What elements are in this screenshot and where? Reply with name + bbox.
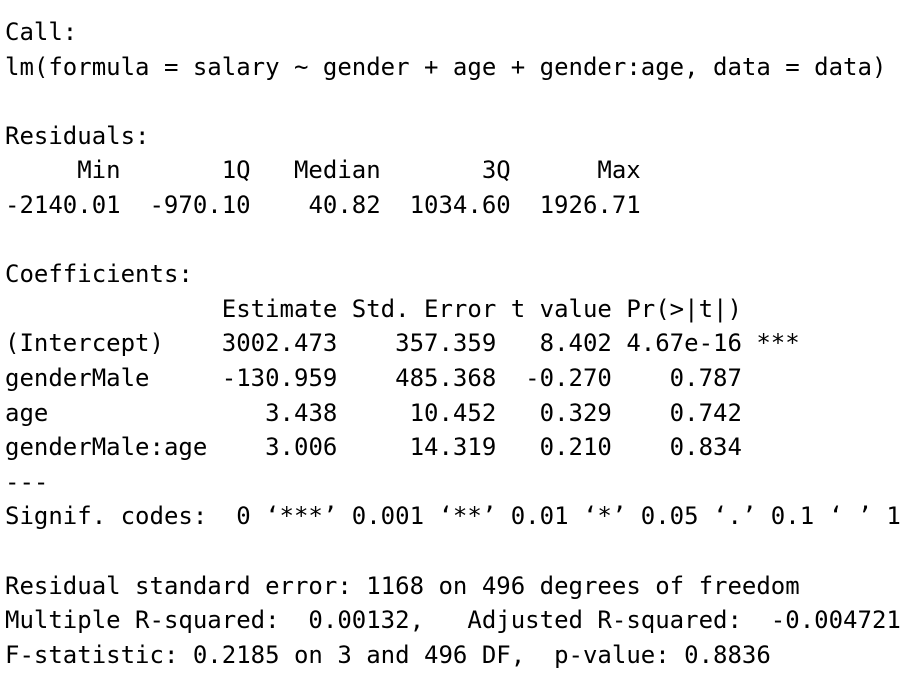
row-name: age — [5, 398, 49, 427]
cell: 0.210 — [539, 433, 612, 462]
summary-line: Multiple R-squared: 0.00132, Adjusted R-… — [5, 606, 901, 635]
cell: -0.270 — [525, 363, 612, 392]
blank-line — [5, 223, 916, 258]
row-name: genderMale:age — [5, 433, 208, 462]
residual-value: -2140.01 — [5, 190, 121, 219]
coefficients-title: Coefficients: — [5, 260, 193, 289]
row-name: genderMale — [5, 363, 150, 392]
signif-codes: Signif. codes: 0 ‘***’ 0.001 ‘**’ 0.01 ‘*… — [5, 499, 916, 534]
residual-value: 40.82 — [308, 190, 381, 219]
residual-header: Min — [77, 156, 121, 185]
summary-line: Multiple R-squared: 0.00132, Adjusted R-… — [5, 603, 916, 638]
summary-line: Residual standard error: 1168 on 496 deg… — [5, 571, 800, 600]
coefficient-row: age 3.438 10.452 0.329 0.742 — [5, 396, 916, 431]
residuals-values: -2140.01 -970.10 40.82 1034.60 1926.71 — [5, 188, 916, 223]
cell: 3002.473 — [221, 329, 338, 358]
separator: --- — [5, 467, 49, 496]
coefficient-row: (Intercept) 3002.473 357.359 8.402 4.67e-16 *… — [5, 326, 916, 361]
residuals-header: Min 1Q Median 3Q Max — [5, 153, 916, 188]
column-header: Std. Error — [351, 294, 497, 323]
residual-header: Median — [293, 156, 381, 185]
signif-stars: *** — [756, 329, 800, 358]
cell: 0.834 — [669, 433, 742, 462]
summary-line: F-statistic: 0.2185 on 3 and 496 DF, p-v… — [5, 638, 916, 673]
cell: 357.359 — [395, 329, 497, 358]
cell: 14.319 — [409, 433, 497, 462]
call-label: Call: — [5, 18, 78, 46]
column-header: Estimate — [221, 294, 338, 323]
signif-codes: 0 ‘***’ 0.001 ‘**’ 0.01 ‘*’ 0.05 ‘.’ 0.1… — [236, 502, 901, 531]
residual-value: -970.10 — [149, 190, 251, 219]
residuals-title: Residuals: — [5, 119, 916, 154]
summary-line: F-statistic: 0.2185 on 3 and 496 DF, p-v… — [5, 640, 771, 669]
cell: 3.006 — [265, 433, 338, 462]
column-header: t value — [510, 294, 612, 323]
column-header: Pr(>|t|) — [626, 294, 742, 323]
cell: 0.787 — [669, 363, 742, 392]
call-formula: lm(formula = salary ~ gender + age + gen… — [5, 50, 916, 85]
cell: -130.959 — [221, 363, 338, 392]
summary-line: Residual standard error: 1168 on 496 deg… — [5, 569, 916, 604]
cell: 3.438 — [265, 398, 338, 427]
row-name: (Intercept) — [5, 329, 164, 358]
coefficient-row: genderMale -130.959 485.368 -0.270 0.787 — [5, 361, 916, 396]
cell: 0.742 — [669, 398, 742, 427]
coefficients-title: Coefficients: — [5, 257, 916, 292]
residuals-title: Residuals: — [5, 121, 150, 150]
residual-header: 1Q — [221, 156, 251, 185]
call-label: Call: — [5, 15, 916, 50]
call-formula: lm(formula = salary ~ gender + age + gen… — [5, 52, 887, 81]
blank-line — [5, 534, 916, 569]
residual-header: Max — [597, 156, 641, 185]
separator: --- — [5, 465, 916, 500]
coefficient-row: genderMale:age 3.006 14.319 0.210 0.834 — [5, 430, 916, 465]
blank-line — [5, 84, 916, 119]
residual-value: 1926.71 — [539, 190, 641, 219]
residual-value: 1034.60 — [409, 190, 511, 219]
cell: 8.402 — [539, 329, 612, 358]
cell: 4.67e-16 — [626, 329, 742, 358]
signif-label: Signif. codes: — [5, 502, 208, 531]
residual-header: 3Q — [481, 156, 511, 185]
cell: 0.329 — [539, 398, 612, 427]
cell: 485.368 — [395, 363, 497, 392]
coefficients-header: Estimate Std. Error t value Pr(>|t|) — [5, 292, 916, 327]
cell: 10.452 — [409, 398, 497, 427]
